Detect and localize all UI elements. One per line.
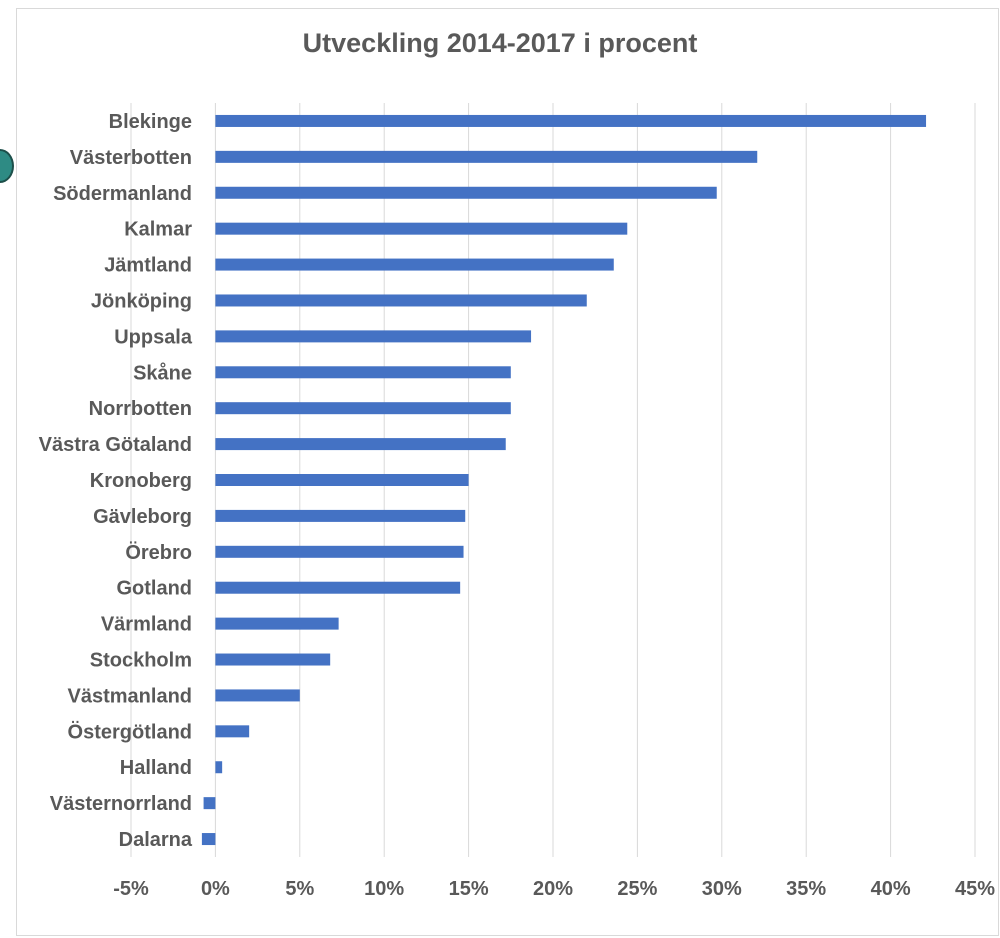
x-tick-label: 25% [617,878,657,900]
value-axis: -5% 0% 5% 10% 15% 20% 25% 30% 35% 40% 45% [113,878,995,900]
bars [201,114,927,846]
bar [215,222,628,235]
chart-title: Utveckling 2014-2017 i procent [302,28,698,58]
category-label: Gotland [116,578,192,600]
bar [215,474,469,486]
bar [203,797,216,810]
category-label: Jämtland [104,255,192,277]
category-label: Uppsala [114,326,193,348]
bar [215,114,927,127]
bar [215,402,511,415]
category-label: Södermanland [53,183,192,205]
category-label: Halland [120,757,192,779]
bar [215,689,300,702]
x-tick-label: 10% [364,878,404,900]
bar [215,725,250,738]
category-label: Västernorrland [50,793,192,815]
x-tick-label: 15% [449,878,489,900]
bar [215,581,461,594]
x-tick-label: -5% [113,878,149,900]
bar [215,366,511,379]
bar [215,509,466,522]
x-tick-label: 0% [201,878,230,900]
bar [215,617,339,630]
category-label: Västra Götaland [39,434,192,456]
bar [215,438,506,451]
bar [215,150,758,163]
category-label: Dalarna [119,829,193,851]
x-tick-label: 30% [702,878,742,900]
category-label: Östergötland [68,720,192,743]
category-label: Norrbotten [89,398,192,420]
x-tick-label: 35% [786,878,826,900]
bar [201,833,216,846]
bar [215,545,464,558]
x-tick-label: 45% [955,878,995,900]
category-label: Blekinge [109,111,192,133]
x-tick-label: 40% [871,878,911,900]
category-label: Örebro [125,541,192,564]
bar [215,330,532,343]
bar [215,294,587,307]
bar [215,186,717,199]
category-label: Skåne [133,361,192,384]
category-label: Jönköping [91,290,192,312]
bar [215,653,331,666]
category-label: Västerbotten [70,147,192,169]
category-label: Gävleborg [93,506,192,528]
bar [215,761,223,774]
x-tick-label: 20% [533,878,573,900]
category-label: Värmland [101,614,192,636]
category-label: Kalmar [124,219,192,241]
category-label: Kronoberg [90,470,192,492]
bar [215,258,614,271]
category-axis: Blekinge Västerbotten Södermanland Kalmar Jä… [39,111,193,851]
category-label: Västmanland [68,685,192,707]
category-label: Stockholm [90,650,192,672]
x-tick-label: 5% [285,878,314,900]
